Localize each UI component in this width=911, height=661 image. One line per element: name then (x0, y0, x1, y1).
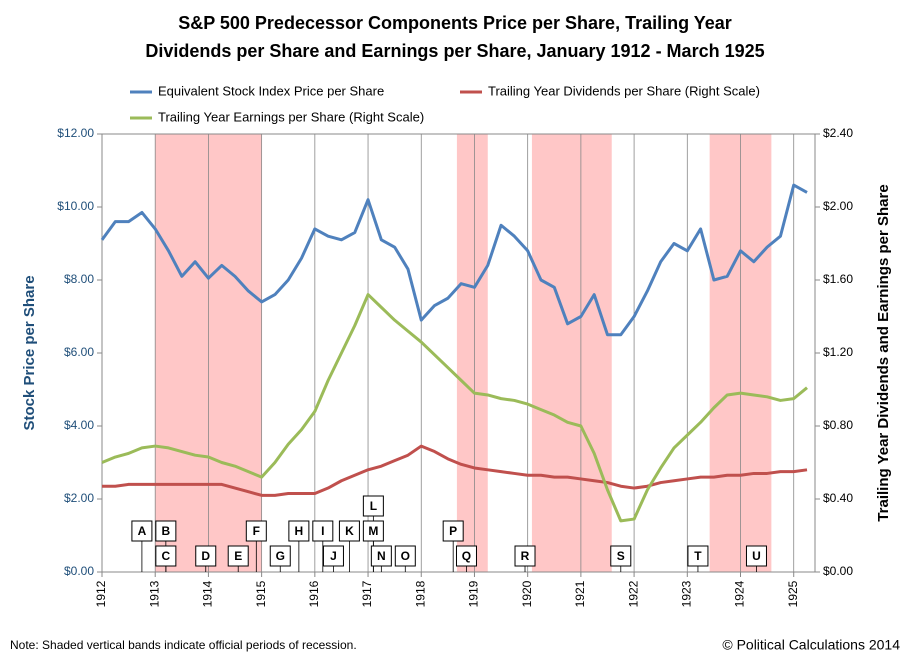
event-box (155, 520, 177, 542)
y-tick-label: $6.00 (64, 345, 94, 359)
x-tick-label: 1921 (573, 580, 587, 607)
event-label: L (370, 499, 377, 513)
x-tick-label: 1912 (94, 580, 108, 607)
x-tick-label: 1914 (201, 580, 215, 607)
event-box (442, 520, 464, 542)
chart-title: S&P 500 Predecessor Components Price per… (178, 13, 732, 33)
event-label: A (138, 524, 147, 538)
x-tick-label: 1924 (733, 580, 747, 607)
y-tick-label: $8.00 (64, 272, 94, 286)
event-label: R (521, 549, 530, 563)
recession-band (531, 134, 612, 572)
event-label: S (617, 549, 625, 563)
event-label: O (401, 549, 410, 563)
x-tick-label: 1923 (679, 580, 693, 607)
series-line (101, 293, 808, 523)
credit: © Political Calculations 2014 (722, 637, 900, 653)
x-tick-label: 1918 (413, 580, 427, 607)
y-tick-label: $2.00 (64, 491, 94, 505)
x-tick-label: 1917 (360, 580, 374, 607)
event-box (312, 520, 334, 542)
event-label: M (368, 524, 378, 538)
event-label: K (345, 524, 354, 538)
event-box (131, 520, 153, 542)
event-label: J (330, 549, 337, 563)
x-tick-label: 1925 (786, 580, 800, 607)
y-tick-label: $0.00 (64, 564, 94, 578)
event-label: C (162, 549, 171, 563)
y2-tick-label: $2.40 (823, 126, 853, 140)
event-label: B (162, 524, 171, 538)
event-label: E (234, 549, 242, 563)
event-label: P (449, 524, 457, 538)
event-box (687, 545, 709, 567)
event-label: D (201, 549, 210, 563)
x-tick-label: 1915 (254, 580, 268, 607)
event-box (155, 545, 177, 567)
event-box (362, 495, 384, 517)
y2-tick-label: $1.20 (823, 345, 853, 359)
event-label: H (295, 524, 304, 538)
y-tick-label: $10.00 (57, 199, 94, 213)
y-tick-label: $12.00 (57, 126, 94, 140)
legend-label: Equivalent Stock Index Price per Share (158, 83, 384, 98)
event-box (394, 545, 416, 567)
note: Note: Shaded vertical bands indicate off… (10, 638, 357, 652)
event-label: Q (462, 549, 471, 563)
event-box (288, 520, 310, 542)
x-tick-label: 1922 (626, 580, 640, 607)
x-tick-label: 1920 (520, 580, 534, 607)
event-label: N (377, 549, 386, 563)
series-line (100, 183, 808, 337)
y2-tick-label: $2.00 (823, 199, 853, 213)
event-box (610, 545, 632, 567)
event-box (245, 520, 267, 542)
x-tick-label: 1916 (307, 580, 321, 607)
recession-band (456, 134, 488, 572)
event-box (269, 545, 291, 567)
event-box (338, 520, 360, 542)
y2-tick-label: $0.40 (823, 491, 853, 505)
event-box (455, 545, 477, 567)
chart-title: Dividends per Share and Earnings per Sha… (145, 41, 764, 61)
event-label: F (253, 524, 260, 538)
event-box (514, 545, 536, 567)
event-box (227, 545, 249, 567)
y-axis-label: Stock Price per Share (21, 275, 38, 430)
y2-axis-label: Trailing Year Dividends and Earnings per… (875, 184, 892, 521)
legend-label: Trailing Year Earnings per Share (Right … (158, 109, 424, 124)
y2-tick-label: $1.60 (823, 272, 853, 286)
y2-tick-label: $0.80 (823, 418, 853, 432)
x-tick-label: 1919 (467, 580, 481, 607)
x-tick-label: 1913 (147, 580, 161, 607)
event-label: I (321, 524, 324, 538)
y2-tick-label: $0.00 (823, 564, 853, 578)
event-box (370, 545, 392, 567)
y-tick-label: $4.00 (64, 418, 94, 432)
series-line (102, 444, 808, 497)
event-label: G (276, 549, 285, 563)
legend-label: Trailing Year Dividends per Share (Right… (488, 83, 760, 98)
event-box (745, 545, 767, 567)
event-label: U (752, 549, 761, 563)
event-box (322, 545, 344, 567)
event-box (362, 520, 384, 542)
event-label: T (694, 549, 702, 563)
event-box (195, 545, 217, 567)
